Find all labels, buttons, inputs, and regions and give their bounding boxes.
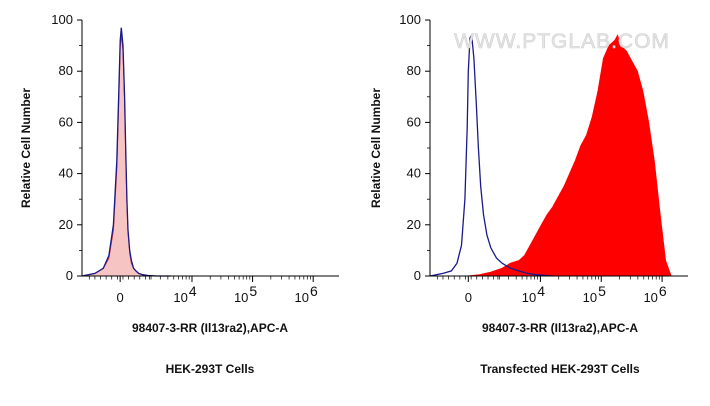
y-tick-label: 0 (66, 268, 73, 283)
y-tick-label: 0 (414, 268, 421, 283)
y-tick-label: 40 (407, 166, 421, 181)
x-tick-label: 106 (643, 283, 666, 305)
y-tick-label: 100 (51, 12, 73, 27)
panel-caption: HEK-293T Cells (166, 362, 255, 376)
y-axis-label: Relative Cell Number (19, 88, 33, 208)
y-tick-label: 80 (59, 63, 73, 78)
y-tick-label: 60 (407, 114, 421, 129)
y-tick-label: 40 (59, 166, 73, 181)
x-tick-label: 105 (583, 283, 606, 305)
x-axis-label: 98407-3-RR (Il13ra2),APC-A (482, 321, 638, 335)
x-tick-label: 104 (173, 283, 196, 305)
x-tick-label: 104 (522, 283, 545, 305)
y-tick-label: 100 (399, 12, 421, 27)
y-tick-label: 60 (59, 114, 73, 129)
x-axis-label: 98407-3-RR (Il13ra2),APC-A (132, 321, 288, 335)
watermark-text: WWW.PTGLAB.COM (454, 30, 670, 53)
isotype-line-0 (81, 27, 171, 277)
series-fill-0 (82, 35, 171, 277)
series-fill-1 (468, 35, 672, 277)
x-tick-label: 0 (465, 290, 472, 305)
y-tick-label: 20 (59, 217, 73, 232)
x-tick-label: 0 (117, 290, 124, 305)
histogram-panel-untransfected: 0 20 40 60 80 100 0 104 105 106 Relative Cell Numb… (19, 12, 339, 376)
panel-caption: Transfected HEK-293T Cells (480, 362, 640, 376)
x-tick-label: 105 (234, 283, 257, 305)
y-tick-label: 20 (407, 217, 421, 232)
series-edge-1 (468, 34, 672, 277)
histogram-panel-transfected: 0 20 40 60 80 100 0 104 105 106 Relative Cell Numb… (369, 12, 688, 376)
y-axis-label: Relative Cell Number (369, 88, 383, 208)
x-tick-label: 106 (295, 283, 318, 305)
y-tick-label: 80 (407, 63, 421, 78)
isotype-line-1 (429, 33, 553, 277)
